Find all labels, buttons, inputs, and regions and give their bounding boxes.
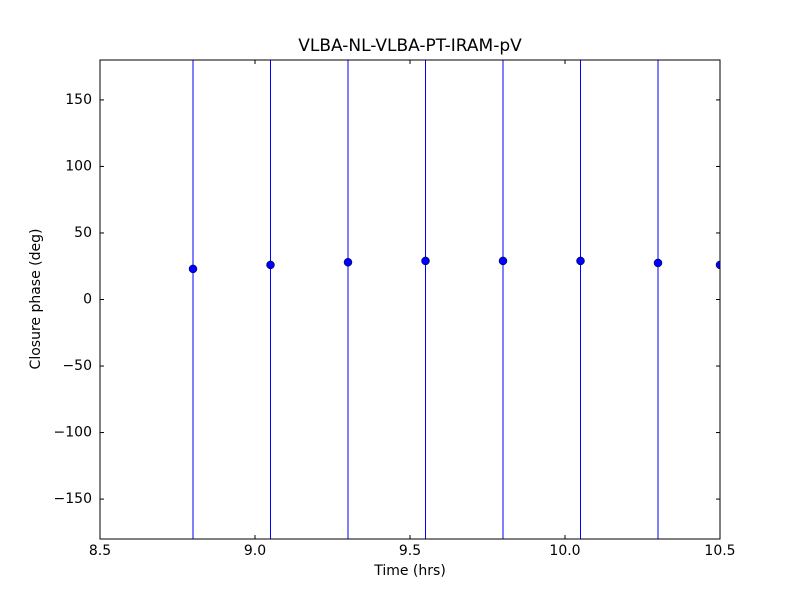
x-tick-label: 9.5 bbox=[399, 543, 421, 559]
x-tick-label: 9.0 bbox=[244, 543, 266, 559]
x-tick-label: 8.5 bbox=[89, 543, 111, 559]
y-tick-label: 0 bbox=[83, 292, 92, 308]
data-point bbox=[498, 256, 508, 266]
x-tick-label: 10.0 bbox=[549, 543, 580, 559]
y-tick-label: 100 bbox=[65, 158, 92, 174]
data-point bbox=[715, 260, 720, 270]
x-axis-label: Time (hrs) bbox=[373, 563, 446, 579]
data-point bbox=[421, 256, 430, 266]
data-point bbox=[653, 258, 663, 268]
data-point bbox=[266, 260, 275, 270]
chart-title: VLBA-NL-VLBA-PT-IRAM-pV bbox=[298, 36, 522, 56]
data-point bbox=[188, 264, 198, 274]
y-tick-label: −150 bbox=[54, 491, 92, 507]
plot-area bbox=[188, 60, 720, 539]
y-tick-label: 150 bbox=[65, 92, 92, 108]
y-tick-label: −100 bbox=[54, 425, 92, 441]
y-axis-label: Closure phase (deg) bbox=[28, 229, 44, 370]
data-point bbox=[343, 257, 353, 267]
y-tick-label: 50 bbox=[74, 225, 92, 241]
data-point bbox=[576, 256, 585, 266]
y-tick-label: −50 bbox=[62, 358, 92, 374]
x-tick-label: 10.5 bbox=[704, 543, 735, 559]
